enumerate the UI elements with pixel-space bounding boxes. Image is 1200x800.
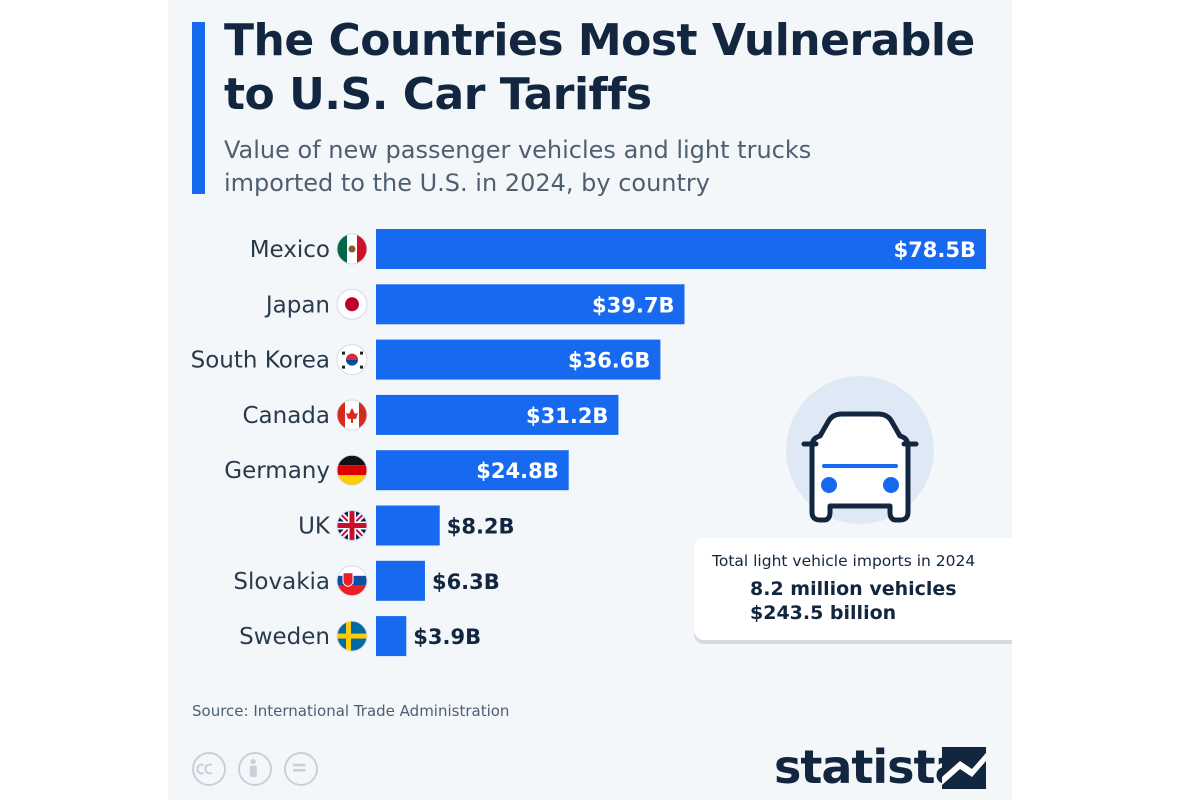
total-imports-box: Total light vehicle imports in 2024 8.2 … <box>694 538 1012 640</box>
value-label: $8.2B <box>447 515 515 539</box>
uk-flag-icon <box>336 510 368 541</box>
category-label: Germany <box>224 458 330 484</box>
category-label: UK <box>298 514 331 540</box>
category-label: Canada <box>242 403 330 429</box>
total-imports-label: Total light vehicle imports in 2024 <box>712 552 976 570</box>
infographic-card: The Countries Most Vulnerable to U.S. Car… <box>168 0 1012 800</box>
bar <box>376 229 986 269</box>
total-value: $243.5 billion <box>750 602 897 624</box>
chart-title: The Countries Most Vulnerable to U.S. Car… <box>224 15 975 120</box>
chart-subtitle: Value of new passenger vehicles and ligh… <box>224 136 812 197</box>
category-label: Slovakia <box>233 569 330 595</box>
category-label: Sweden <box>239 624 330 650</box>
title-accent-bar <box>192 22 205 194</box>
total-vehicles-value: 8.2 million vehicles <box>750 578 957 600</box>
value-label: $31.2B <box>526 404 608 428</box>
bar <box>376 505 440 546</box>
sweden-flag-icon <box>336 620 368 652</box>
germany-flag-icon <box>336 454 368 486</box>
value-label: $36.6B <box>568 349 650 373</box>
cc-icon[interactable] <box>192 752 226 786</box>
value-label: $6.3B <box>432 570 500 594</box>
slovakia-flag-icon <box>336 565 368 597</box>
category-label: Japan <box>264 292 330 318</box>
bar-chart: Mexico $78.5B Japan $39.7B South Korea $36.6B… <box>191 229 986 657</box>
no-derivatives-icon[interactable] <box>284 752 318 786</box>
car-icon <box>786 376 934 524</box>
bar <box>376 560 425 601</box>
canada-flag-icon <box>336 399 368 431</box>
value-label: $24.8B <box>476 459 558 483</box>
category-label: Mexico <box>250 237 330 263</box>
japan-flag-icon <box>336 288 368 320</box>
statista-logo-icon <box>942 747 986 789</box>
source-note: Source: International Trade Administrati… <box>192 702 510 720</box>
value-label: $39.7B <box>592 293 674 317</box>
attribution-icon[interactable] <box>238 752 272 786</box>
statista-logo-text[interactable]: statista <box>774 740 966 794</box>
bar <box>376 339 661 380</box>
bar <box>376 450 569 491</box>
value-label: $78.5B <box>894 238 976 262</box>
bar <box>376 284 685 325</box>
category-label: South Korea <box>191 348 330 374</box>
mexico-flag-icon <box>336 233 368 265</box>
bar <box>376 616 407 657</box>
south-korea-flag-icon <box>336 344 368 376</box>
bar <box>376 394 619 435</box>
value-label: $3.9B <box>413 625 481 649</box>
